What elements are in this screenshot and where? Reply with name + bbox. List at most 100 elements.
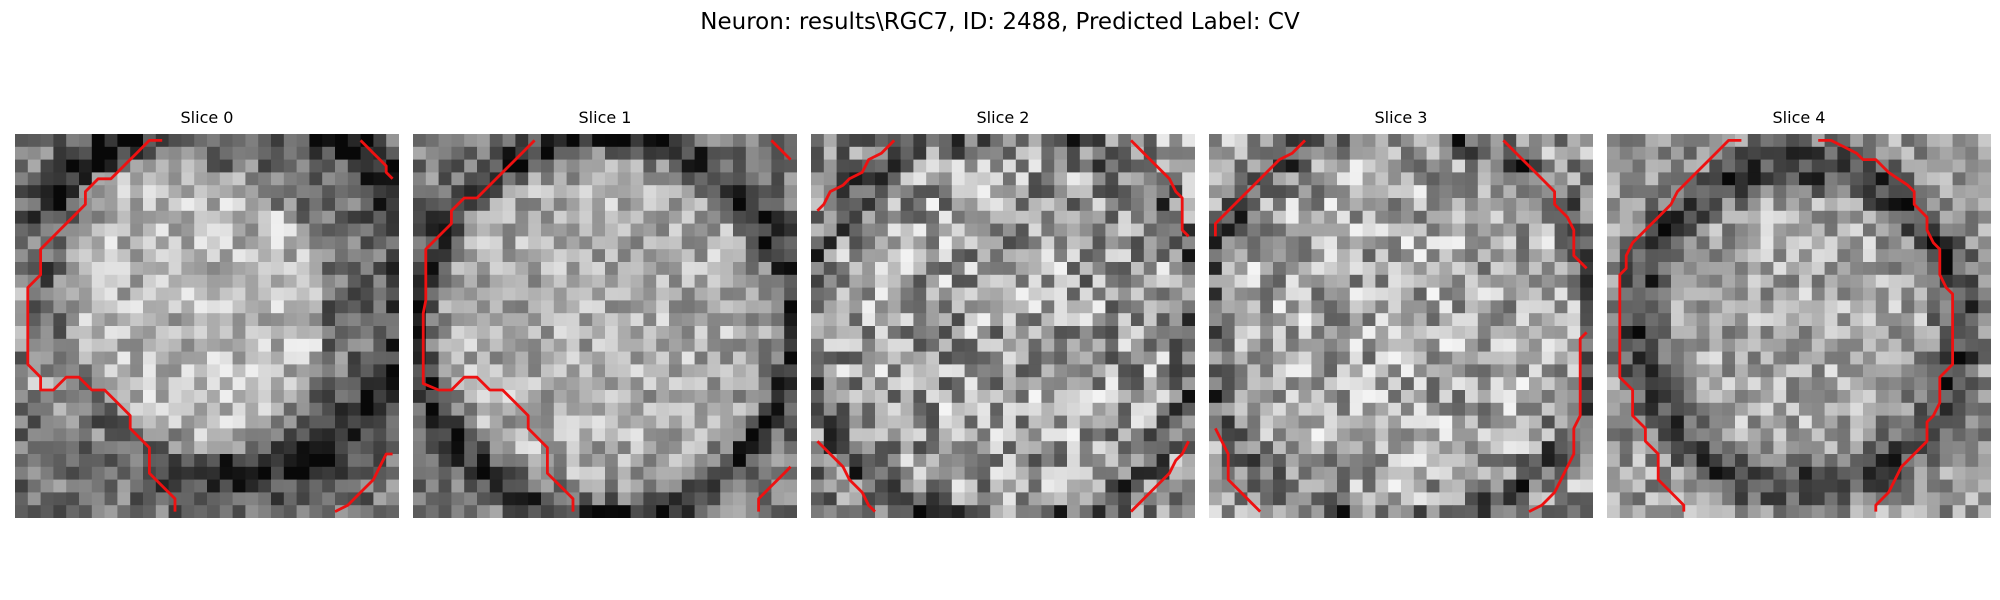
image-pixel xyxy=(1632,454,1646,468)
image-pixel xyxy=(1671,274,1685,288)
image-pixel xyxy=(1273,223,1287,237)
image-pixel xyxy=(875,479,889,493)
image-pixel xyxy=(1221,223,1235,237)
image-pixel xyxy=(1426,287,1440,301)
image-pixel xyxy=(1143,338,1157,352)
image-pixel xyxy=(1490,428,1504,442)
image-pixel xyxy=(1003,505,1017,518)
image-pixel xyxy=(1607,287,1621,301)
image-pixel xyxy=(887,249,901,263)
image-pixel xyxy=(1683,198,1697,212)
image-pixel xyxy=(964,377,978,391)
image-pixel xyxy=(1683,492,1697,506)
image-pixel xyxy=(91,313,105,327)
image-pixel xyxy=(322,172,336,186)
image-pixel xyxy=(1850,390,1864,404)
image-pixel xyxy=(1041,505,1055,518)
image-pixel xyxy=(1850,441,1864,455)
image-pixel xyxy=(1041,377,1055,391)
image-pixel xyxy=(1003,134,1017,148)
image-pixel xyxy=(219,492,233,506)
image-pixel xyxy=(1671,479,1685,493)
image-pixel xyxy=(1285,351,1299,365)
image-pixel xyxy=(155,505,169,518)
image-pixel xyxy=(1362,479,1376,493)
image-pixel xyxy=(347,402,361,416)
image-pixel xyxy=(15,185,29,199)
image-pixel xyxy=(425,390,439,404)
image-pixel xyxy=(66,351,80,365)
image-pixel xyxy=(1169,223,1183,237)
image-pixel xyxy=(1041,402,1055,416)
image-pixel xyxy=(1439,249,1453,263)
image-pixel xyxy=(515,159,529,173)
image-pixel xyxy=(322,134,336,148)
image-pixel xyxy=(617,185,631,199)
image-pixel xyxy=(1221,505,1235,518)
image-pixel xyxy=(258,300,272,314)
image-pixel xyxy=(1503,505,1517,518)
image-pixel xyxy=(194,159,208,173)
image-pixel xyxy=(1747,134,1761,148)
image-pixel xyxy=(1927,377,1941,391)
image-pixel xyxy=(258,236,272,250)
image-pixel xyxy=(1337,415,1351,429)
image-pixel xyxy=(1927,479,1941,493)
image-pixel xyxy=(1247,223,1261,237)
image-pixel xyxy=(1952,274,1966,288)
image-pixel xyxy=(1079,172,1093,186)
image-pixel xyxy=(1671,172,1685,186)
image-pixel xyxy=(1529,236,1543,250)
image-pixel xyxy=(335,159,349,173)
image-pixel xyxy=(862,492,876,506)
image-pixel xyxy=(347,326,361,340)
image-pixel xyxy=(1298,492,1312,506)
image-pixel xyxy=(1079,479,1093,493)
image-pixel xyxy=(283,172,297,186)
image-pixel xyxy=(464,505,478,518)
image-pixel xyxy=(515,441,529,455)
image-pixel xyxy=(1169,134,1183,148)
image-pixel xyxy=(1337,287,1351,301)
image-pixel xyxy=(1850,198,1864,212)
image-pixel xyxy=(745,364,759,378)
image-pixel xyxy=(168,479,182,493)
image-pixel xyxy=(1028,287,1042,301)
image-pixel xyxy=(1875,326,1889,340)
image-pixel xyxy=(1311,428,1325,442)
image-pixel xyxy=(745,210,759,224)
image-pixel xyxy=(1285,326,1299,340)
image-pixel xyxy=(1105,146,1119,160)
image-pixel xyxy=(1503,210,1517,224)
image-pixel xyxy=(1888,377,1902,391)
image-pixel xyxy=(1645,390,1659,404)
image-pixel xyxy=(1811,351,1825,365)
image-pixel xyxy=(1914,326,1928,340)
image-pixel xyxy=(413,492,427,506)
image-pixel xyxy=(1863,198,1877,212)
image-pixel xyxy=(977,198,991,212)
image-pixel xyxy=(207,274,221,288)
image-pixel xyxy=(1747,428,1761,442)
image-pixel xyxy=(245,159,259,173)
image-pixel xyxy=(1362,492,1376,506)
image-pixel xyxy=(541,300,555,314)
image-pixel xyxy=(887,479,901,493)
image-pixel xyxy=(117,441,131,455)
image-pixel xyxy=(1799,300,1813,314)
image-pixel xyxy=(1888,159,1902,173)
image-pixel xyxy=(1156,338,1170,352)
image-pixel xyxy=(1811,466,1825,480)
image-pixel xyxy=(1426,134,1440,148)
image-pixel xyxy=(592,198,606,212)
image-pixel xyxy=(477,236,491,250)
image-pixel xyxy=(373,249,387,263)
image-pixel xyxy=(823,364,837,378)
image-pixel xyxy=(1221,274,1235,288)
image-pixel xyxy=(322,300,336,314)
image-pixel xyxy=(1863,364,1877,378)
image-pixel xyxy=(40,492,54,506)
segmentation-contour xyxy=(757,465,792,512)
image-pixel xyxy=(489,223,503,237)
image-pixel xyxy=(438,313,452,327)
